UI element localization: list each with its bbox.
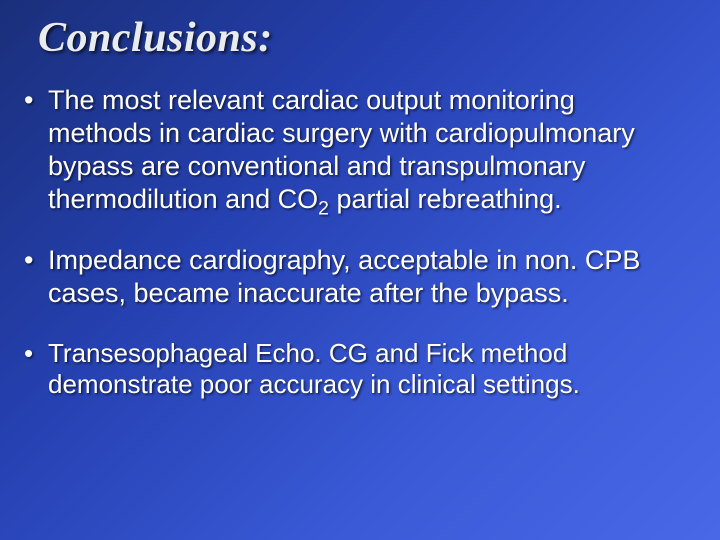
list-item: The most relevant cardiac output monitor… xyxy=(18,84,682,216)
slide: Conclusions: The most relevant cardiac o… xyxy=(0,0,720,540)
bullet-text-post: partial rebreathing. xyxy=(329,184,562,214)
bullet-text-pre: Impedance cardiography, acceptable in no… xyxy=(48,245,640,308)
list-item: Impedance cardiography, acceptable in no… xyxy=(18,244,682,310)
bullet-list: The most relevant cardiac output monitor… xyxy=(0,84,720,401)
bullet-text-pre: Transesophageal Echo. CG and Fick method… xyxy=(48,338,580,400)
slide-title: Conclusions: xyxy=(0,14,720,62)
list-item: Transesophageal Echo. CG and Fick method… xyxy=(18,338,682,401)
subscript: 2 xyxy=(318,197,329,219)
